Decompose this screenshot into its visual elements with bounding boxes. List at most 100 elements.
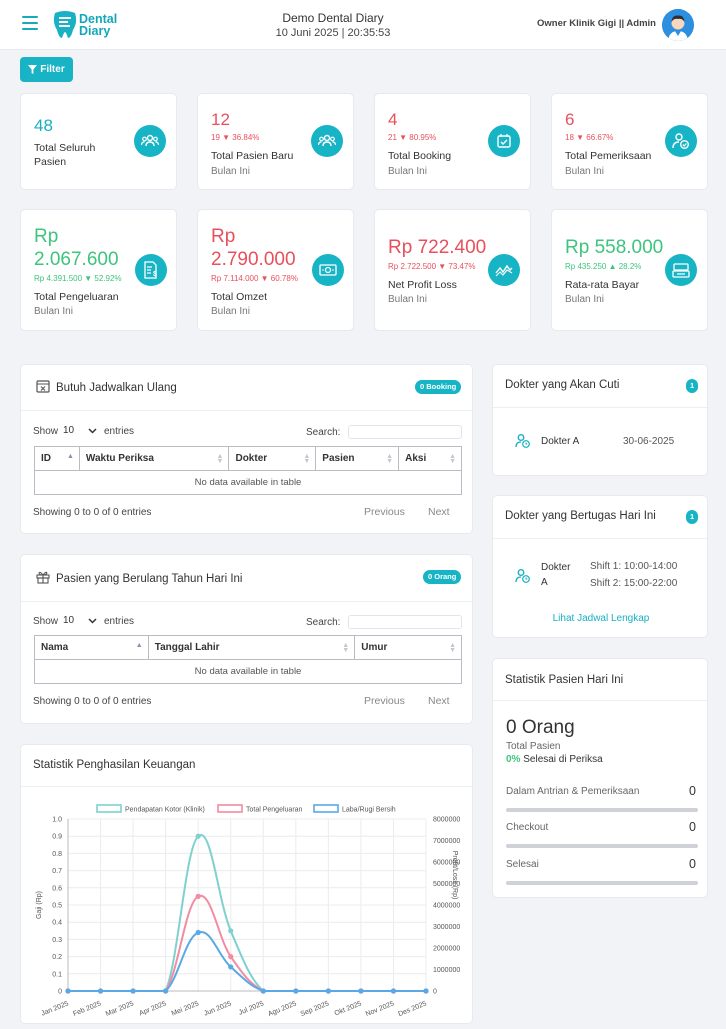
stat-period: Bulan Ini [34,306,73,317]
table-header-row: Nama ▲ Tanggal Lahir ▲ ▼ Umur ▲ ▼ [34,635,462,660]
x-tick-label: Des 2025 [397,1000,428,1018]
logo-text: Dental Diary [79,12,118,38]
series-line [67,894,426,992]
data-point [358,988,364,994]
data-point [423,988,429,994]
divider [493,407,707,408]
y-right-tick-label: 6000000 [433,860,460,867]
column-header-tanggal-lahir[interactable]: Tanggal Lahir ▲ ▼ [147,635,356,660]
stat-label: Total Omzet [211,291,268,303]
y-tick-label: 1.0 [52,817,62,824]
page-size-select[interactable]: 10 [63,615,97,626]
stat-value-currency: Rp [211,226,236,247]
top-bar: Dental Diary Demo Dental Diary 10 Juni 2… [0,0,726,50]
entries-label: entries [104,616,135,627]
page-size-select[interactable]: 10 [63,425,97,436]
stat-label: Total Pengeluaran [34,291,119,303]
money-icon [312,254,344,286]
finance-line-chart: 1.0 0.9 0.8 0.7 0.6 0.5 0.4 0.3 0.2 0.1 0 8000000 70… [36,804,460,1018]
divider [493,538,707,539]
y-right-tick-label: 3000000 [433,924,460,931]
data-point [195,929,201,936]
column-header-nama[interactable]: Nama ▲ [34,635,149,660]
user-role-label[interactable]: Owner Klinik Gigi || Admin [537,18,656,29]
previous-button[interactable]: Previous [364,506,405,518]
y-tick-label: 0.4 [52,920,62,927]
data-point [260,988,266,994]
stat-label: Total Booking [388,150,452,162]
x-tick-label: Nov 2025 [365,1000,396,1018]
y-tick-label: 0.3 [52,937,62,944]
panel-title: Dokter yang Akan Cuti [505,379,620,391]
x-tick-label: Agu 2025 [267,1000,298,1018]
birthday-panel: Pasien yang Berulang Tahun Hari Ini 0 Or… [20,554,473,724]
legend-label: Total Pengeluaran [246,807,303,814]
data-point [163,988,169,994]
filter-button[interactable]: Filter [20,57,73,82]
avatar[interactable] [662,9,694,41]
stat-period: Bulan Ini [388,166,427,177]
stat-value: Rp 558.000 [565,237,664,258]
entries-label: entries [104,426,135,437]
legend-label: Pendapatan Kotor (Klinik) [125,807,205,814]
stat-value-currency: Rp [34,226,59,247]
y-right-tick-label: 5000000 [433,881,460,888]
previous-button[interactable]: Previous [364,695,405,707]
stat-card-new-patients: 12 19 ▼ 36.84% Total Pasien Baru Bulan I… [197,93,354,190]
next-button[interactable]: Next [428,506,450,518]
user-check-icon [665,125,697,157]
column-header-umur[interactable]: Umur ▲ ▼ [354,635,462,660]
data-point [228,964,234,970]
full-schedule-link[interactable]: Lihat Jadwal Lengkap [552,613,650,624]
stat-card-booking: 4 21 ▼ 80.95% Total Booking Bulan Ini [374,93,531,190]
stat-change: Rp 435.250 ▲ 28.2% [565,262,642,271]
column-header-aksi[interactable]: Aksi ▲ ▼ [398,446,462,471]
data-point [195,833,201,839]
y-tick-label: 0 [58,989,62,996]
stat-period: Bulan Ini [211,166,250,177]
filter-icon [28,65,38,74]
search-input[interactable] [348,425,462,439]
y-right-tick-label: 4000000 [433,903,460,910]
table-header-row: ID ▲ Waktu Periksa ▲ ▼ Dokter ▲ ▼ Pasien ▲ ▼ Ak… [34,446,462,471]
divider [21,786,472,787]
menu-icon[interactable] [22,16,38,30]
reschedule-table: ID ▲ Waktu Periksa ▲ ▼ Dokter ▲ ▼ Pasien ▲ ▼ Ak… [34,446,462,495]
stat-change: Rp 4.391.500 ▼ 52.92% [34,274,122,283]
data-point [130,988,136,994]
stat-change: Rp 2.722.500 ▼ 73.47% [388,262,476,271]
y-tick-label: 0.5 [52,903,62,910]
search-label: Search: [306,427,341,438]
panel-title: Pasien yang Berulang Tahun Hari Ini [56,573,243,585]
divider [21,601,472,602]
invoice-icon: $ [135,254,167,286]
stat-period: Bulan Ini [211,306,250,317]
stat-row-value: 0 [689,820,696,834]
panel-title: Dokter yang Bertugas Hari Ini [505,510,656,522]
stat-value: 12 [211,110,230,129]
users-icon [134,125,166,157]
panel-title: Statistik Pasien Hari Ini [505,674,624,686]
x-tick-label: Jul 2025 [238,1000,265,1016]
column-header-id[interactable]: ID ▲ [34,446,80,471]
logo-tooth-icon [53,11,77,38]
show-label: Show [33,616,59,627]
y-right-tick-label: 2000000 [433,946,460,953]
next-button[interactable]: Next [428,695,450,707]
stat-label: Net Profit Loss [388,279,457,291]
patient-stats-panel: Statistik Pasien Hari Ini 0 Orang Total … [492,658,708,898]
gift-icon [36,571,50,584]
stat-row-value: 0 [689,784,696,798]
y-tick-label: 0.6 [52,885,62,892]
stat-card-omzet: Rp 2.790.000 Rp 7.114.000 ▼ 60.78% Total… [197,209,354,331]
search-input[interactable] [348,615,462,629]
column-header-waktu-periksa[interactable]: Waktu Periksa ▲ ▼ [78,446,230,471]
stat-period: Bulan Ini [388,294,427,305]
column-header-pasien[interactable]: Pasien ▲ ▼ [315,446,400,471]
stat-value: 48 [34,116,53,135]
legend-swatch [313,804,339,813]
legend-label: Laba/Rugi Bersih [342,807,396,814]
stat-row-value: 0 [689,857,696,871]
x-tick-label: Okt 2025 [334,1000,363,1017]
column-header-dokter[interactable]: Dokter ▲ ▼ [228,446,317,471]
